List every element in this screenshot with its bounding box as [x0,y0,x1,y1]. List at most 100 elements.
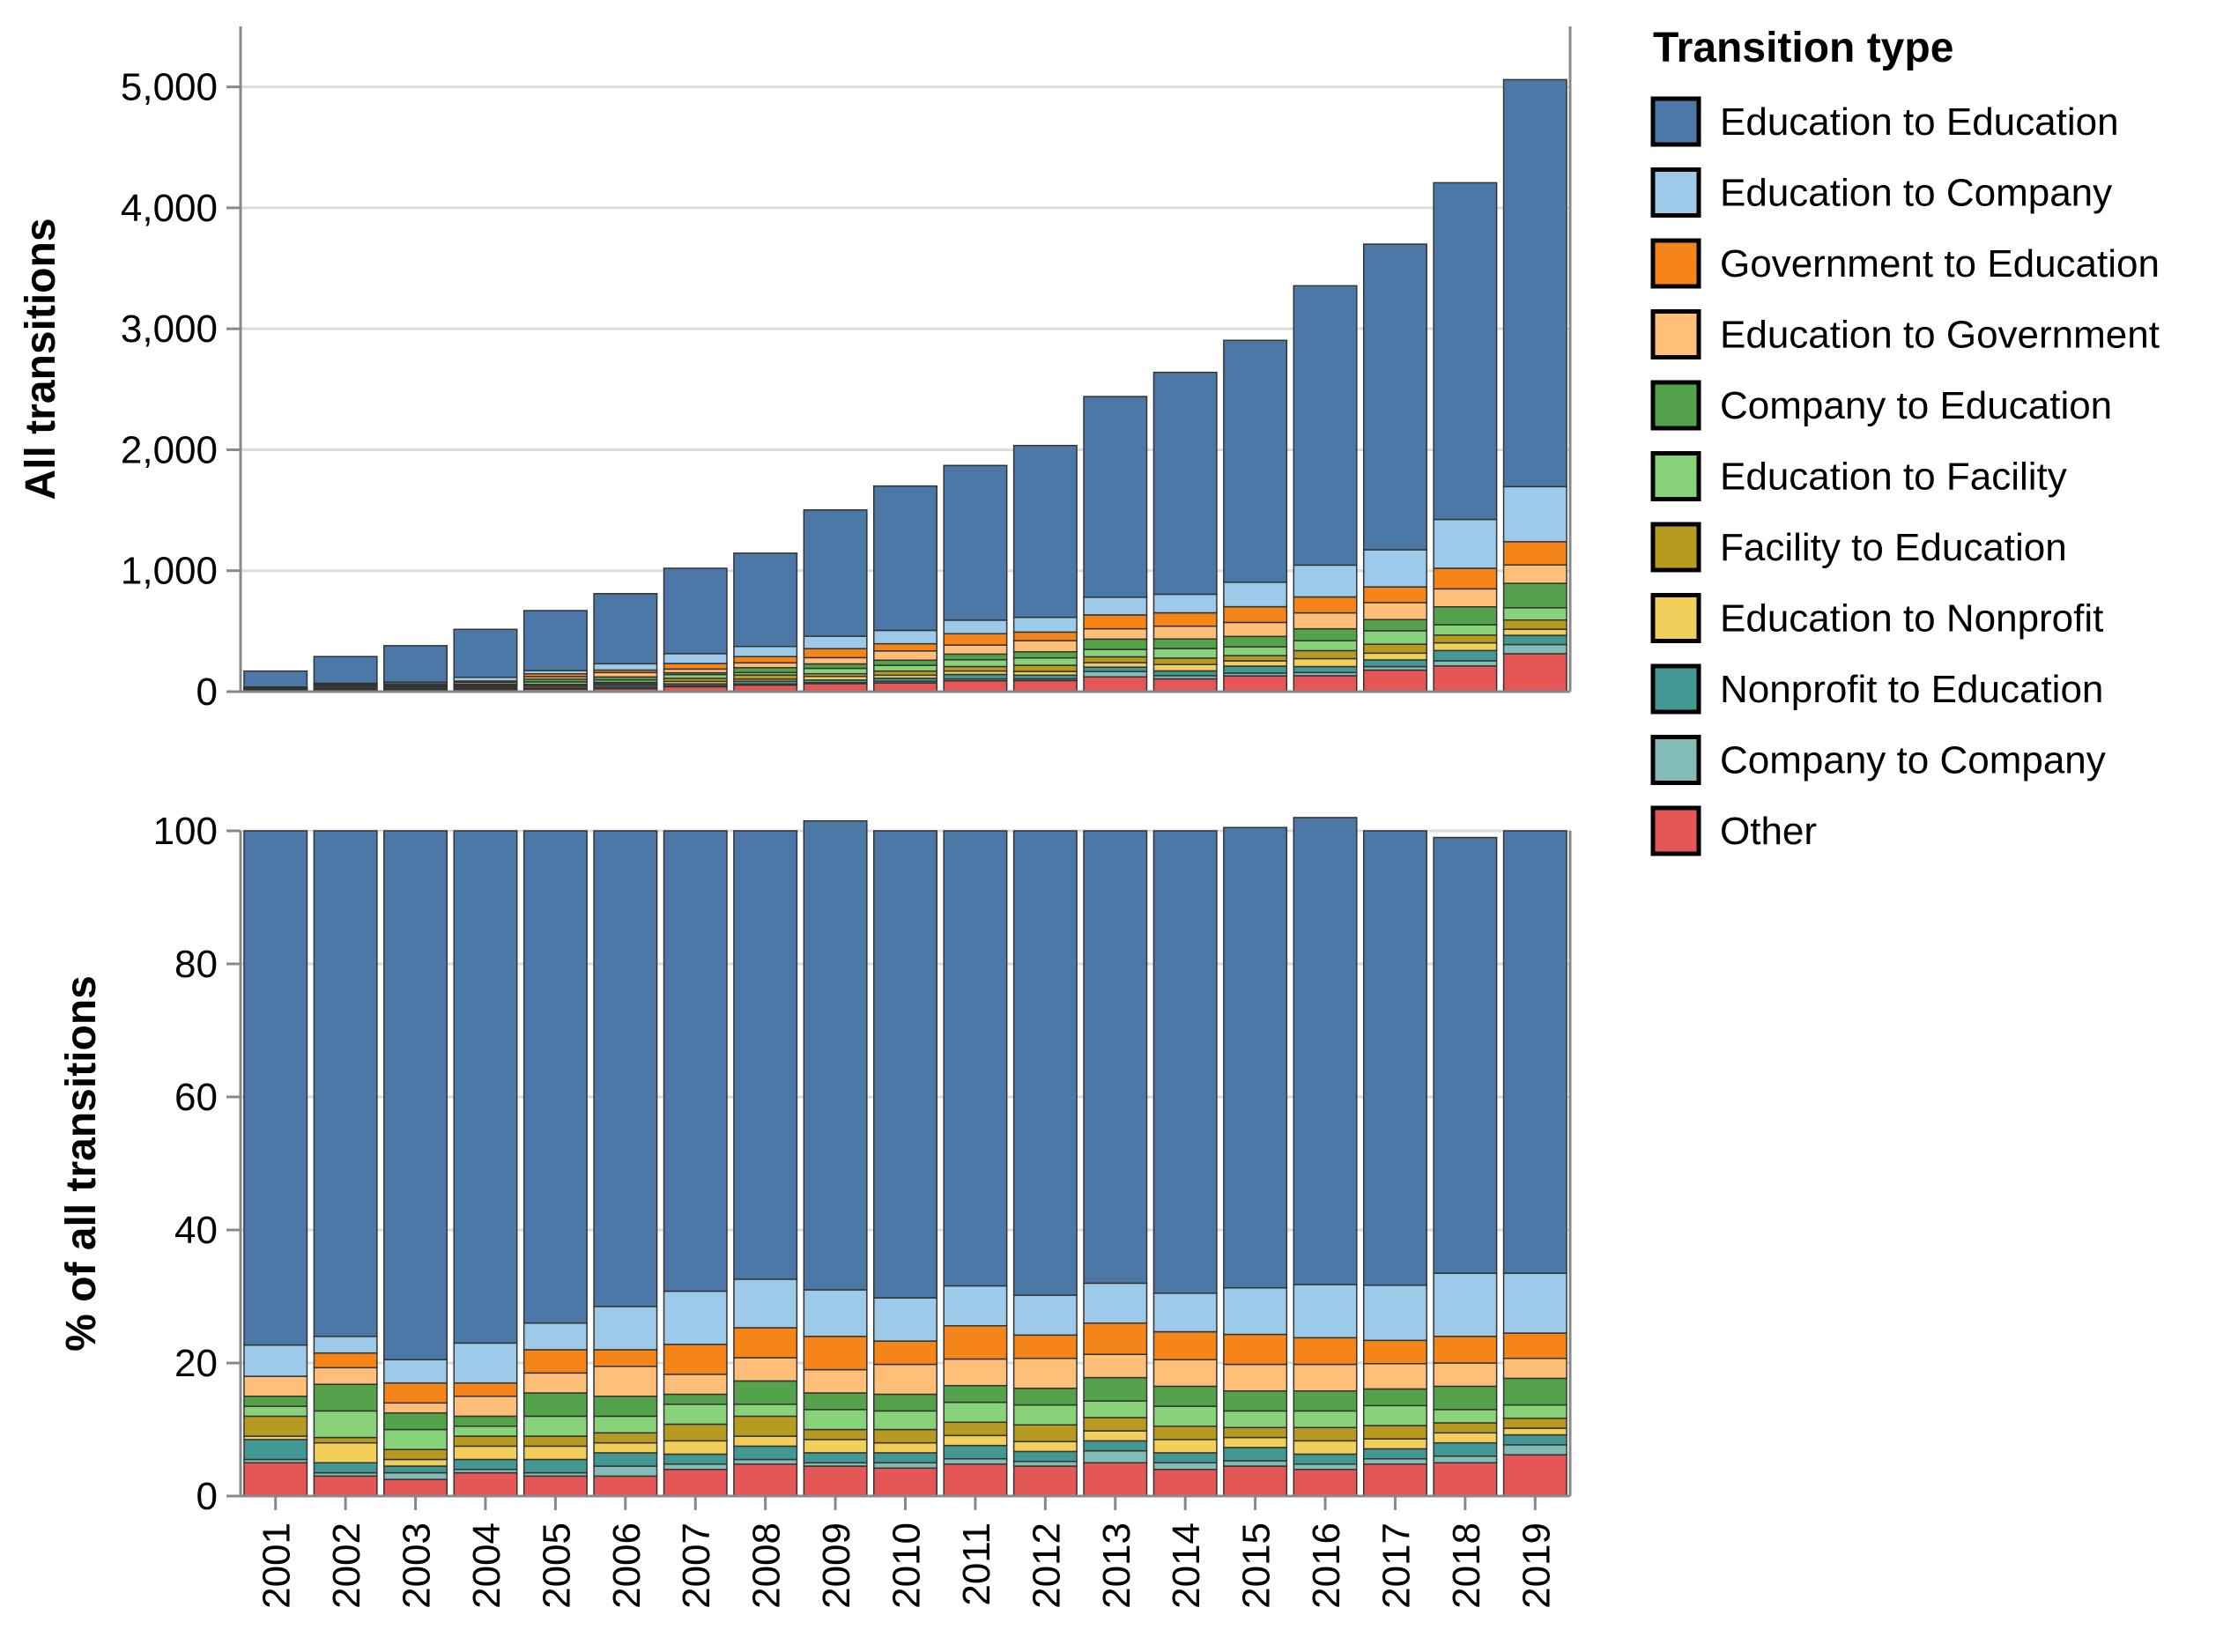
bar-bottom-2008-company-to-education [734,1381,797,1404]
bar-bottom-2008-education-to-government [734,1358,797,1381]
bar-bottom-2010-facility-to-education [874,1430,937,1443]
bar-bottom-2013-government-to-education [1084,1323,1146,1354]
bar-bottom-2002-education-to-company [314,1337,376,1353]
bar-bottom-2014-other [1153,1470,1216,1496]
bar-top-2011-nonprofit-to-education [944,674,1006,678]
x-tick-label-2019: 2019 [1515,1522,1558,1609]
bar-top-2012-company-to-education [1014,652,1077,658]
bar-top-2018-education-to-education [1434,182,1496,519]
legend-label-education-to-government: Education to Government [1720,314,2160,357]
bar-bottom-2018-education-to-facility [1434,1410,1496,1423]
y-tick-label-bottom-0: 0 [196,1475,218,1518]
legend-label-company-to-education: Company to Education [1720,384,2112,427]
x-tick-label-2008: 2008 [745,1522,789,1609]
bar-top-2009-education-to-education [804,510,866,636]
bar-top-2013-facility-to-education [1084,656,1146,663]
bar-bottom-2015-nonprofit-to-education [1224,1448,1286,1461]
bar-top-2011-education-to-facility [944,660,1006,667]
bar-bottom-2012-education-to-facility [1014,1405,1077,1426]
bar-bottom-2001-other [244,1463,307,1496]
bar-bottom-2013-education-to-education [1084,831,1146,1283]
bar-bottom-2016-nonprofit-to-education [1293,1454,1356,1463]
bar-bottom-2002-education-to-nonprofit [314,1443,376,1463]
bar-bottom-2008-education-to-facility [734,1404,797,1417]
bar-top-2016-nonprofit-to-education [1293,667,1356,673]
x-tick-label-2011: 2011 [955,1522,998,1606]
bar-top-2009-education-to-government [804,657,866,663]
bar-bottom-2004-education-to-company [454,1343,516,1382]
bar-bottom-2003-government-to-education [384,1383,447,1404]
bar-top-2013-other [1084,677,1146,692]
bar-bottom-2013-nonprofit-to-education [1084,1441,1146,1450]
x-tick-label-2017: 2017 [1375,1522,1418,1609]
y-tick-label-top-5: 5,000 [121,66,218,109]
bar-bottom-2016-education-to-government [1293,1365,1356,1391]
legend-label-education-to-education: Education to Education [1720,100,2119,144]
bar-bottom-2011-education-to-nonprofit [944,1435,1006,1445]
bar-bottom-2003-company-to-education [384,1413,447,1430]
bar-bottom-2013-education-to-nonprofit [1084,1431,1146,1441]
bar-bottom-2006-education-to-company [594,1307,656,1350]
bar-bottom-2015-education-to-company [1224,1288,1286,1335]
bar-top-2015-nonprofit-to-education [1224,666,1286,673]
bar-top-2010-education-to-government [874,651,937,661]
bar-bottom-2008-education-to-education [734,831,797,1279]
bar-bottom-2007-government-to-education [664,1345,727,1374]
bar-bottom-2012-government-to-education [1014,1335,1077,1358]
bar-bottom-2001-education-to-company [244,1345,307,1376]
bar-top-2015-other [1224,676,1286,692]
bar-top-2014-education-to-company [1153,594,1216,612]
legend-swatch-education-to-nonprofit [1653,596,1699,641]
bar-bottom-2006-education-to-facility [594,1416,656,1433]
bar-bottom-2009-company-to-education [804,1393,866,1410]
bar-top-2011-education-to-government [944,645,1006,654]
bar-bottom-2018-education-to-nonprofit [1434,1433,1496,1442]
bar-bottom-2013-other [1084,1463,1146,1496]
bar-bottom-2015-education-to-education [1224,827,1286,1287]
bar-bottom-2014-government-to-education [1153,1332,1216,1360]
bar-bottom-2007-other [664,1470,727,1496]
bar-top-2019-facility-to-education [1504,620,1567,629]
bar-bottom-2005-nonprofit-to-education [524,1459,587,1472]
bar-bottom-2006-government-to-education [594,1350,656,1367]
y-axis-title-bottom: % of all transitions [58,975,105,1352]
bar-bottom-2014-education-to-nonprofit [1153,1440,1216,1453]
bar-top-2016-education-to-facility [1293,641,1356,650]
bar-top-2007-education-to-education [664,568,727,654]
bar-bottom-2016-education-to-company [1293,1285,1356,1337]
bar-top-2018-education-to-government [1434,589,1496,606]
legend-swatch-company-to-education [1653,382,1699,428]
bar-bottom-2019-education-to-education [1504,831,1567,1273]
bar-bottom-2006-education-to-nonprofit [594,1443,656,1453]
bar-bottom-2017-education-to-government [1364,1364,1427,1389]
legend: Transition type Education to EducationEd… [1653,25,2160,854]
bar-bottom-2017-facility-to-education [1364,1426,1427,1439]
bar-bottom-2002-education-to-government [314,1367,376,1384]
bar-bottom-2017-nonprofit-to-education [1364,1448,1427,1458]
bar-bottom-2006-nonprofit-to-education [594,1453,656,1466]
bar-bottom-2007-company-to-company [664,1464,727,1470]
bar-bottom-2018-education-to-company [1434,1273,1496,1337]
bar-bottom-2004-facility-to-education [454,1436,516,1446]
bar-bottom-2005-facility-to-education [524,1436,587,1446]
bar-top-2016-government-to-education [1293,597,1356,613]
bar-bottom-2016-company-to-company [1293,1464,1356,1470]
bar-top-2019-government-to-education [1504,542,1567,565]
y-tick-label-top-1: 1,000 [121,550,218,593]
bar-top-2015-government-to-education [1224,607,1286,623]
legend-label-government-to-education: Government to Education [1720,242,2160,285]
bar-top-2012-education-to-company [1014,618,1077,633]
y-tick-label-bottom-2: 40 [174,1209,218,1252]
bar-top-2009-government-to-education [804,648,866,657]
bar-bottom-2014-company-to-education [1153,1386,1216,1406]
bar-bottom-2017-education-to-education [1364,831,1427,1285]
bar-top-2013-company-to-education [1084,639,1146,649]
bar-top-2019-education-to-education [1504,79,1567,486]
bar-bottom-2004-education-to-nonprofit [454,1446,516,1459]
bar-top-2013-nonprofit-to-education [1084,667,1146,671]
bar-top-2012-government-to-education [1014,632,1077,641]
bar-bottom-2016-education-to-facility [1293,1411,1356,1427]
bar-bottom-2011-education-to-government [944,1359,1006,1385]
